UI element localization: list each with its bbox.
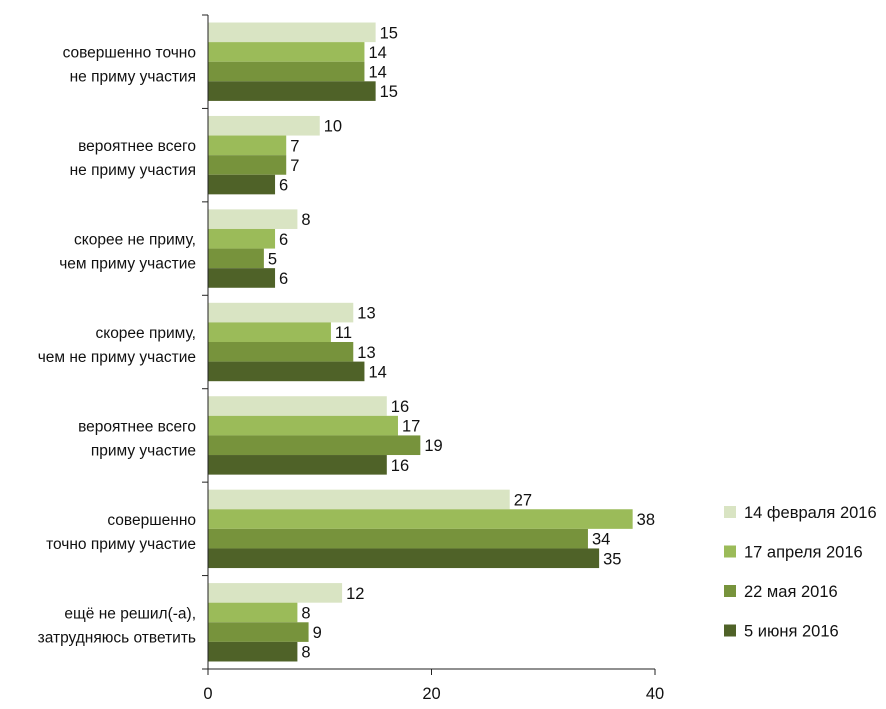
bar-0-1 [208,42,365,62]
value-label-4-2: 19 [424,437,442,455]
category-label-1-1: не приму участия [70,162,196,179]
value-label-0-1: 14 [368,44,386,62]
bar-5-0 [208,489,510,510]
value-label-3-1: 11 [335,324,352,342]
legend-label-3: 5 июня 2016 [744,623,839,641]
bar-1-0 [208,115,320,136]
category-label-1-0: вероятнее всего [78,138,196,155]
bar-4-2 [208,435,421,456]
bar-4-3 [208,455,387,475]
bar-3-1 [208,322,331,342]
value-label-2-1: 6 [279,231,288,249]
category-label-5-1: точно приму участие [46,536,196,553]
legend-swatch-1 [724,545,736,558]
value-label-0-2: 14 [368,64,386,82]
bar-2-2 [208,248,264,269]
value-label-1-3: 6 [279,177,288,195]
value-label-4-1: 17 [402,418,420,436]
bar-6-3 [208,641,298,662]
category-label-6-1: затрудняюсь ответить [38,629,196,646]
legend-label-1: 17 апреля 2016 [744,544,863,562]
value-label-5-3: 35 [603,550,621,568]
category-label-2-1: чем приму участие [59,256,196,273]
value-label-1-1: 7 [290,137,299,155]
bar-0-3 [208,81,376,101]
legend-swatch-0 [724,506,736,518]
category-label-4-1: приму участие [91,442,196,459]
bar-2-1 [208,228,276,249]
bar-0-2 [208,61,365,82]
value-label-2-0: 8 [301,211,310,229]
x-tick-label-0: 0 [203,685,212,703]
bar-6-1 [208,602,298,623]
value-label-1-0: 10 [324,118,342,136]
bar-1-3 [208,174,276,195]
legend-swatch-3 [724,624,736,637]
legend-label-0: 14 февраля 2016 [744,504,877,522]
legend-swatch-2 [724,585,736,597]
value-label-6-3: 8 [301,644,310,662]
category-label-4-0: вероятнее всего [78,418,196,435]
bar-5-3 [208,548,600,569]
bar-6-2 [208,622,309,642]
value-label-5-2: 34 [592,531,610,549]
bar-5-2 [208,528,588,549]
value-label-0-0: 15 [380,24,398,42]
bar-5-1 [208,509,633,529]
bar-3-3 [208,361,365,382]
bar-3-2 [208,342,354,362]
value-label-3-3: 14 [368,363,386,381]
category-label-0-1: не приму участия [70,69,196,86]
category-label-0-0: совершенно точно [63,45,196,62]
value-label-0-3: 15 [380,83,398,101]
bar-4-1 [208,415,398,436]
value-label-4-0: 16 [391,398,409,416]
value-label-4-3: 16 [391,457,409,475]
bar-3-0 [208,302,354,323]
value-label-2-2: 5 [268,250,277,268]
value-label-5-1: 38 [637,511,655,529]
bar-6-0 [208,583,343,603]
bar-1-2 [208,155,287,175]
bar-1-1 [208,135,287,156]
value-label-6-2: 9 [313,624,322,642]
category-label-6-0: ещё не решил(-а), [64,605,196,622]
legend-label-2: 22 мая 2016 [744,583,838,601]
value-label-2-3: 6 [279,270,288,288]
value-label-3-0: 13 [357,305,375,323]
bar-4-0 [208,396,387,416]
x-tick-label-2: 40 [646,685,664,703]
category-label-3-0: скорее приму, [95,325,196,342]
bar-2-3 [208,268,276,288]
value-label-3-2: 13 [357,344,375,362]
bar-0-0 [208,22,376,43]
category-label-3-1: чем не приму участие [38,349,196,366]
value-label-6-0: 12 [346,585,364,603]
value-label-1-2: 7 [290,157,299,175]
x-tick-label-1: 20 [422,685,440,703]
category-label-5-0: совершенно [107,512,196,529]
value-label-5-0: 27 [514,491,532,509]
bar-2-0 [208,209,298,229]
value-label-6-1: 8 [301,604,310,622]
category-label-2-0: скорее не приму, [74,232,196,249]
